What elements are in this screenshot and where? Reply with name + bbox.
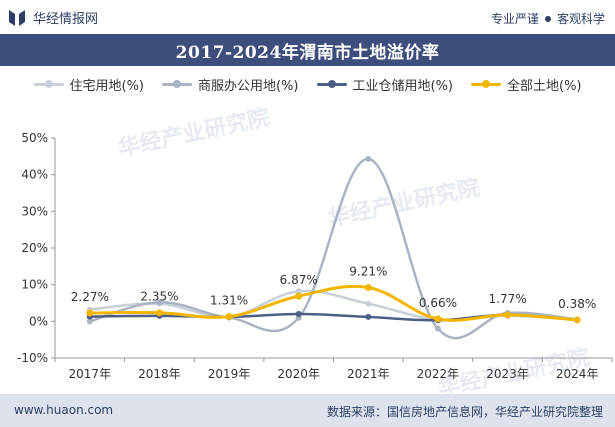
chart-title: 2017-2024年渭南市土地溢价率 bbox=[175, 42, 440, 63]
legend-swatch-icon bbox=[316, 78, 347, 90]
legend-label: 全部土地(%) bbox=[507, 78, 582, 94]
legend-swatch-icon bbox=[162, 78, 192, 90]
data-label: 2.27% bbox=[71, 290, 109, 304]
y-tick-label: 30% bbox=[21, 204, 48, 218]
data-point bbox=[295, 288, 302, 295]
data-label: 2.35% bbox=[140, 290, 178, 304]
data-point bbox=[225, 313, 233, 321]
x-tick-label: 2023年 bbox=[486, 367, 529, 381]
footer-bar: www.huaon.com 数据来源：国信房地产信息网，华经产业研究院整理 bbox=[0, 394, 615, 427]
y-tick-label: -10% bbox=[17, 351, 48, 365]
x-tick-label: 2021年 bbox=[347, 367, 390, 381]
chart-area: 华经产业研究院 华经产业研究院 华经产业研究院 -10% 0% 10% 20% 30% 40% 5… bbox=[0, 96, 615, 394]
data-point bbox=[295, 311, 302, 317]
x-tick-label: 2020年 bbox=[277, 367, 320, 381]
data-label: 1.77% bbox=[489, 292, 527, 306]
tagline-dot-icon bbox=[544, 15, 551, 22]
data-point bbox=[504, 311, 512, 319]
y-tick-label: 20% bbox=[21, 241, 48, 255]
y-tick-label: 40% bbox=[21, 168, 48, 182]
data-point bbox=[156, 299, 163, 306]
y-tick-label: 50% bbox=[21, 131, 48, 145]
data-point bbox=[573, 316, 581, 324]
legend-item[interactable]: 工业仓储用地(%) bbox=[316, 75, 454, 94]
data-label: 0.66% bbox=[419, 296, 457, 310]
data-point bbox=[365, 300, 372, 307]
legend-swatch-icon bbox=[33, 78, 64, 90]
line-chart: 华经产业研究院华经产业研究院华经产业研究院-10%0%10%20%30%40%5… bbox=[17, 104, 613, 394]
legend-item[interactable]: 全部土地(%) bbox=[471, 75, 582, 94]
x-tick-label: 2022年 bbox=[417, 367, 460, 381]
chart-legend: 住宅用地(%) 商服办公用地(%) 工业仓储用地(%) 全部土地(%) bbox=[0, 73, 615, 95]
tagline: 专业严谨 客观科学 bbox=[491, 10, 605, 27]
data-point bbox=[155, 309, 163, 317]
series-line bbox=[88, 284, 579, 322]
legend-label: 工业仓储用地(%) bbox=[352, 78, 454, 94]
data-point bbox=[295, 292, 303, 300]
data-point bbox=[434, 325, 441, 332]
data-point bbox=[365, 155, 372, 162]
brand[interactable]: 华经情报网 bbox=[8, 8, 98, 27]
legend-item[interactable]: 住宅用地(%) bbox=[33, 75, 145, 94]
data-point bbox=[86, 309, 94, 317]
data-point bbox=[86, 318, 93, 325]
tagline-right: 客观科学 bbox=[556, 12, 605, 26]
legend-label: 住宅用地(%) bbox=[69, 78, 145, 94]
data-label: 9.21% bbox=[349, 265, 387, 279]
series-line bbox=[88, 157, 579, 340]
data-point bbox=[365, 313, 372, 320]
top-bar: 华经情报网 专业严谨 客观科学 bbox=[0, 0, 615, 34]
data-label: 1.31% bbox=[210, 294, 248, 308]
legend-item[interactable]: 商服办公用地(%) bbox=[162, 75, 299, 94]
brand-logo-icon bbox=[8, 9, 26, 27]
data-label: 0.38% bbox=[558, 297, 596, 311]
tagline-left: 专业严谨 bbox=[490, 12, 539, 26]
x-tick-label: 2024年 bbox=[556, 367, 599, 381]
brand-name: 华经情报网 bbox=[33, 12, 99, 27]
watermark-text: 华经产业研究院 bbox=[116, 104, 272, 161]
data-label: 6.87% bbox=[280, 273, 318, 287]
y-tick-label: 0% bbox=[29, 314, 48, 328]
x-tick-label: 2018年 bbox=[138, 367, 181, 381]
title-bar: 2017-2024年渭南市土地溢价率 bbox=[0, 34, 615, 66]
y-tick-label: 10% bbox=[21, 278, 48, 292]
x-tick-label: 2019年 bbox=[208, 367, 251, 381]
data-point bbox=[434, 315, 442, 323]
legend-swatch-icon bbox=[471, 78, 501, 90]
data-point bbox=[364, 284, 372, 292]
legend-label: 商服办公用地(%) bbox=[198, 78, 299, 94]
footer-site[interactable]: www.huaon.com bbox=[14, 403, 114, 417]
x-tick-label: 2017年 bbox=[69, 367, 112, 381]
footer-source: 数据来源：国信房地产信息网，华经产业研究院整理 bbox=[326, 405, 603, 419]
